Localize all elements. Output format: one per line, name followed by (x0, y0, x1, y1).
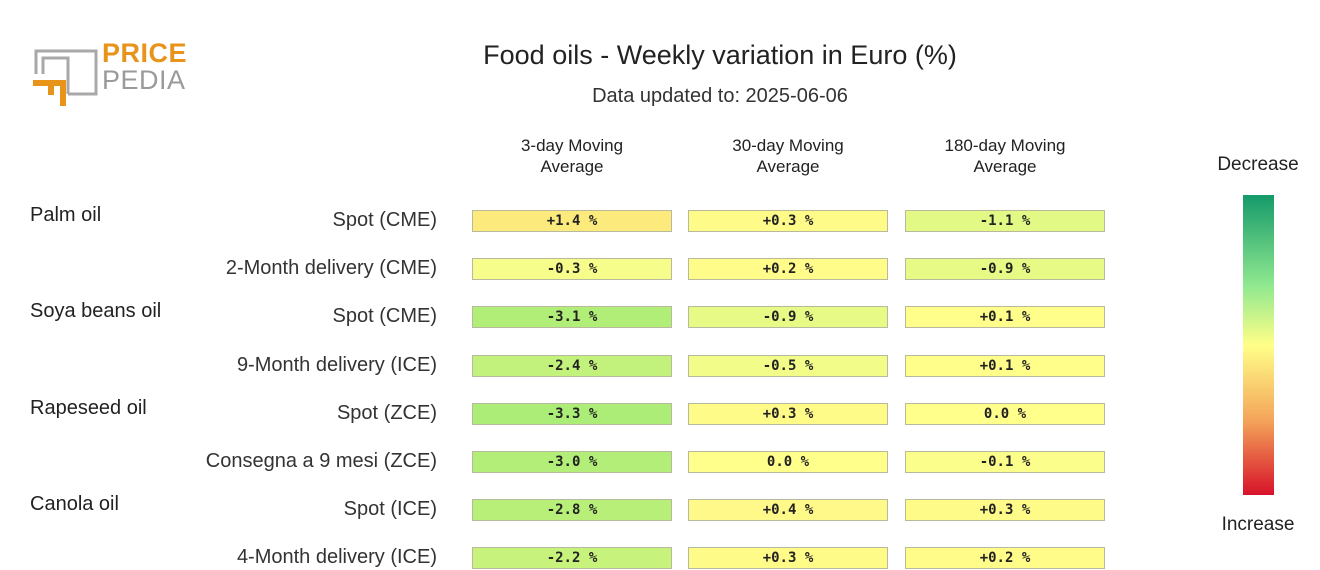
heatmap-cell: +0.2 % (905, 547, 1105, 570)
heatmap-cell: -0.1 % (905, 451, 1105, 473)
row-label: Spot (CME) (332, 209, 437, 231)
legend-decrease-label: Decrease (1217, 154, 1299, 175)
heatmap-cell: -1.1 % (905, 210, 1105, 232)
heatmap-cell: -0.3 % (472, 258, 672, 281)
heatmap-cell: +0.3 % (688, 547, 888, 570)
logo-text-pedia: PEDIA (102, 65, 186, 95)
group-label: Palm oil (30, 204, 102, 226)
row-label: 4-Month delivery (ICE) (236, 546, 437, 569)
heatmap-cell: -0.9 % (688, 306, 888, 329)
legend-increase-label: Increase (1221, 514, 1295, 535)
heatmap-cell: -3.3 % (472, 402, 672, 425)
logo-mark-icon (33, 49, 98, 106)
heatmap-cell: -3.1 % (472, 306, 672, 329)
column-header: 180-day Moving Average (944, 136, 1066, 176)
chart-title: Food oils - Weekly variation in Euro (%) (483, 40, 957, 70)
group-label: Rapeseed oil (30, 396, 147, 419)
group-label: Soya beans oil (30, 300, 162, 323)
heatmap-cell: -0.9 % (905, 258, 1105, 281)
pricepedia-logo: PRICE PEDIA (30, 38, 190, 110)
chart-subtitle: Data updated to: 2025-06-06 (592, 85, 848, 107)
row-label: Spot (CME) (332, 305, 437, 328)
heatmap-cell: +1.4 % (472, 210, 672, 232)
heatmap-cell: +0.2 % (688, 258, 888, 281)
legend-color-bar (1243, 195, 1274, 495)
row-label: Spot (ZCE) (336, 401, 437, 424)
group-label: Canola oil (30, 493, 119, 516)
heatmap-cell: -2.8 % (472, 499, 672, 522)
heatmap-cell: 0.0 % (905, 402, 1105, 425)
column-header: 30-day Moving Average (732, 136, 844, 176)
heatmap-cell: -3.0 % (472, 451, 672, 473)
logo-text-price: PRICE (102, 38, 188, 68)
row-label: Consegna a 9 mesi (ZCE) (205, 450, 437, 472)
row-label: 2-Month delivery (CME) (225, 257, 437, 280)
heatmap-cell: +0.3 % (905, 499, 1105, 522)
heatmap-cell: +0.1 % (905, 354, 1105, 377)
heatmap-cell: -0.5 % (688, 354, 888, 377)
heatmap-cell: +0.1 % (905, 306, 1105, 329)
heatmap-cell: +0.4 % (688, 499, 888, 522)
heatmap-cell: 0.0 % (688, 451, 888, 473)
row-label: Spot (ICE) (343, 498, 437, 521)
column-header: 3-day Moving Average (520, 136, 624, 176)
row-label: 9-Month delivery (ICE) (236, 353, 437, 376)
heatmap-cell: +0.3 % (688, 210, 888, 232)
heatmap-cell: +0.3 % (688, 402, 888, 425)
heatmap-cell: -2.2 % (472, 547, 672, 570)
heatmap-cell: -2.4 % (472, 354, 672, 377)
